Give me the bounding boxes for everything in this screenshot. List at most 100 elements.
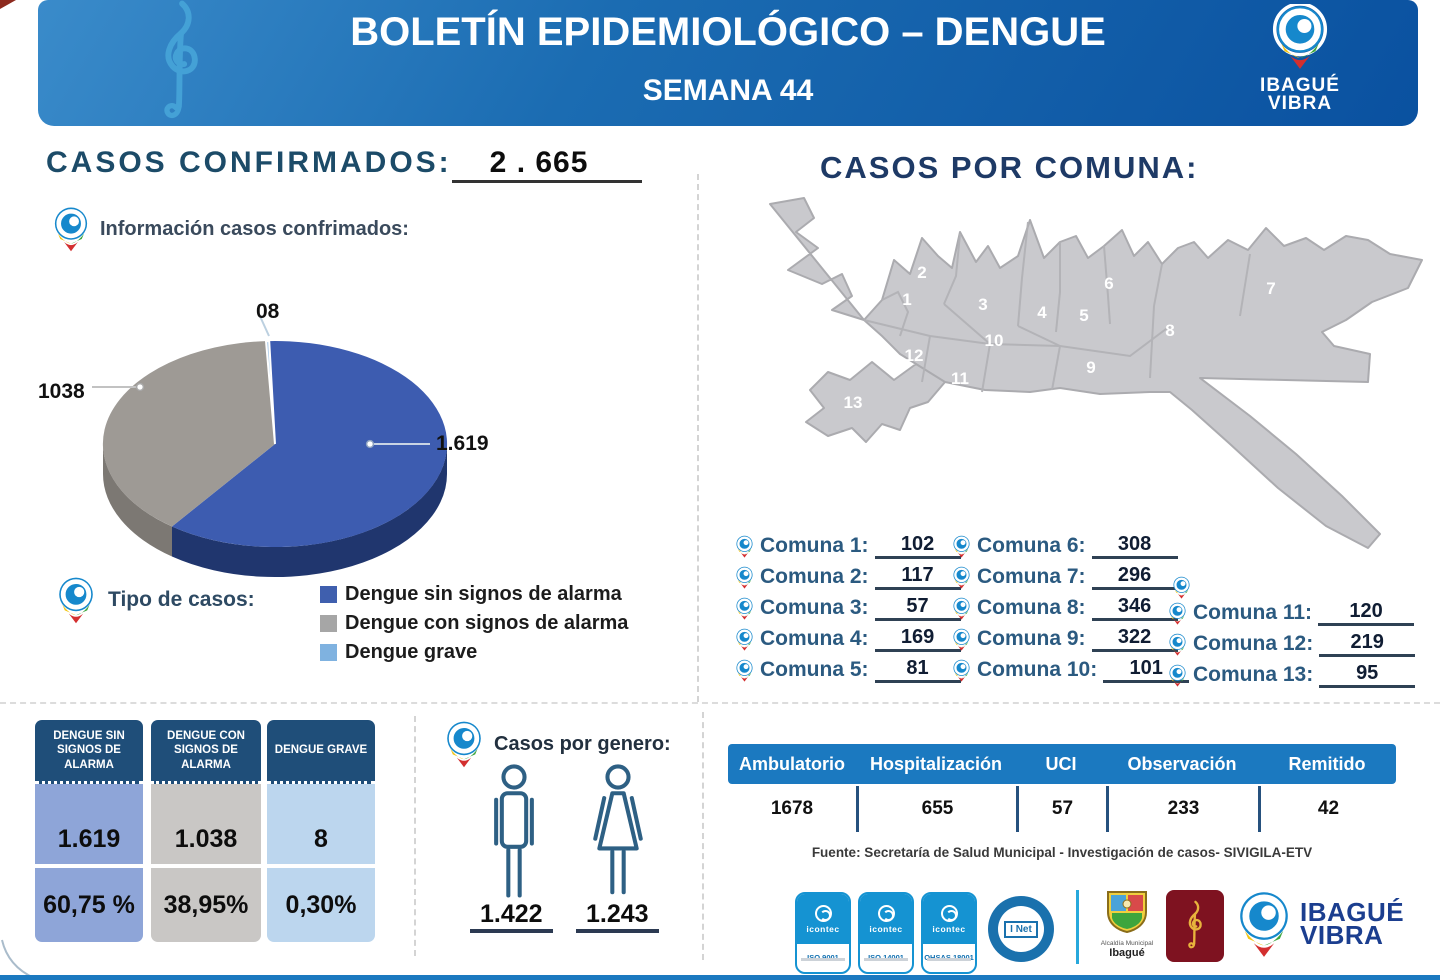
pie-label-con-signos: 1038 bbox=[38, 380, 85, 403]
logo-line2: VIBRA bbox=[1267, 93, 1333, 115]
badge-fine-print bbox=[801, 958, 845, 961]
comuna-label: Comuna 9: bbox=[977, 627, 1086, 650]
comuna-label: Comuna 11: bbox=[1193, 601, 1313, 624]
comuna-row: Comuna 1: 102 bbox=[735, 533, 961, 559]
comuna-row: Comuna 11: 120 bbox=[1168, 600, 1415, 626]
comuna-heading: CASOS POR COMUNA: bbox=[820, 150, 1199, 185]
comuna-value: 296 bbox=[1091, 564, 1178, 590]
icontec-badge-ohsas18001: icontec OHSAS 18001 bbox=[921, 892, 977, 974]
comuna-row: Comuna 7: 296 bbox=[952, 564, 1178, 590]
icontec-label: icontec bbox=[806, 923, 840, 934]
musical-logo bbox=[1166, 890, 1224, 962]
comuna-label: Comuna 6: bbox=[977, 534, 1086, 557]
vertical-divider bbox=[697, 174, 699, 702]
ibague-vibra-pin-icon bbox=[1168, 632, 1187, 656]
ibague-vibra-pin-icon bbox=[952, 565, 971, 589]
icontec-badge-iso14001: icontec ISO 14001 bbox=[858, 892, 914, 974]
ibague-vibra-pin-icon bbox=[735, 565, 754, 589]
confirmed-cases-heading: CASOS CONFIRMADOS: 2 . 665 bbox=[46, 146, 643, 183]
alcaldia-logo: Alcaldía Municipal Ibagué bbox=[1096, 888, 1158, 959]
male-icon bbox=[494, 764, 534, 898]
badge-fine-print bbox=[927, 958, 971, 961]
legend-label: Dengue sin signos de alarma bbox=[345, 583, 622, 605]
severity-percent: 38,95% bbox=[151, 864, 261, 942]
ibague-vibra-pin-icon bbox=[735, 627, 754, 651]
female-count: 1.243 bbox=[576, 900, 659, 933]
svg-text:4: 4 bbox=[1037, 303, 1047, 322]
comuna-value: 308 bbox=[1091, 533, 1178, 559]
inet-label: I Net bbox=[1004, 920, 1038, 938]
svg-text:6: 6 bbox=[1104, 274, 1113, 293]
care-table-header: Ambulatorio Hospitalización UCI Observac… bbox=[728, 744, 1396, 784]
ibague-vibra-pin-icon bbox=[952, 534, 971, 558]
alcaldia-crest-icon bbox=[1107, 891, 1147, 934]
icontec-badge-top: icontec bbox=[860, 894, 912, 944]
case-type-row: Tipo de casos: bbox=[56, 576, 255, 624]
comuna-label: Comuna 13: bbox=[1193, 663, 1314, 686]
care-value-cell: 42 bbox=[1258, 786, 1396, 832]
footer-ibague-vibra-logo: IBAGUÉ VIBRA bbox=[1236, 890, 1404, 958]
comuna-value: 101 bbox=[1103, 657, 1190, 683]
underscore-segment bbox=[596, 157, 643, 183]
severity-value: 1.038 bbox=[151, 784, 261, 864]
comuna-row: Comuna 9: 322 bbox=[952, 626, 1178, 652]
ibague-vibra-pin-icon bbox=[52, 206, 90, 252]
comuna-row: Comuna 12: 219 bbox=[1168, 631, 1416, 657]
confirmed-cases-value: 2 . 665 bbox=[481, 146, 597, 183]
severity-column-sin-signos: DENGUE SIN SIGNOS DE ALARMA 1.619 60,75 … bbox=[35, 720, 143, 942]
alcaldia-small-text: Alcaldía Municipal bbox=[1100, 940, 1154, 947]
ibague-vibra-pin-icon bbox=[444, 720, 484, 768]
ibague-vibra-pin-icon bbox=[735, 534, 754, 558]
pie-label-sin-signos: 1.619 bbox=[436, 432, 489, 455]
underscore-segment bbox=[451, 157, 482, 183]
svg-text:5: 5 bbox=[1079, 306, 1088, 325]
comuna-label: Comuna 1: bbox=[760, 534, 869, 557]
care-value-cell: 233 bbox=[1106, 786, 1258, 832]
footer-logo-wordmark: IBAGUÉ VIBRA bbox=[1300, 898, 1404, 948]
ibague-vibra-pin-icon bbox=[1236, 890, 1292, 958]
severity-column-con-signos: DENGUE CON SIGNOS DE ALARMA 1.038 38,95% bbox=[151, 720, 261, 942]
horizontal-divider bbox=[0, 702, 1440, 704]
comuna-row: Comuna 2: 117 bbox=[735, 564, 961, 590]
logo-wordmark: IBAGUÉ VIBRA bbox=[1240, 76, 1360, 115]
severity-header: DENGUE SIN SIGNOS DE ALARMA bbox=[35, 720, 143, 784]
header-banner: BOLETÍN EPIDEMIOLÓGICO – DENGUE SEMANA 4… bbox=[38, 0, 1418, 126]
icontec-label: icontec bbox=[869, 923, 903, 934]
severity-header: DENGUE GRAVE bbox=[267, 720, 375, 784]
ibague-vibra-pin-icon bbox=[952, 596, 971, 620]
bottom-border-line bbox=[0, 975, 1440, 980]
pie-chart bbox=[92, 313, 448, 578]
ibague-vibra-pin-icon bbox=[952, 658, 971, 682]
comuna-value: 322 bbox=[1091, 626, 1178, 652]
ibague-vibra-pin-icon bbox=[1168, 601, 1187, 625]
svg-text:10: 10 bbox=[985, 331, 1004, 350]
care-header-cell: UCI bbox=[1045, 753, 1077, 774]
svg-text:1: 1 bbox=[902, 290, 911, 309]
icontec-badge-iso9001: icontec ISO 9001 bbox=[795, 892, 851, 974]
comuna-label: Comuna 4: bbox=[760, 627, 869, 650]
treble-clef-icon bbox=[1188, 900, 1202, 949]
severity-value: 1.619 bbox=[35, 784, 143, 864]
comuna-value: 102 bbox=[874, 533, 961, 559]
icontec-swirl-icon bbox=[940, 904, 958, 922]
inet-inner: I Net bbox=[998, 906, 1044, 952]
gender-heading-row: Casos por genero: bbox=[444, 720, 671, 768]
svg-text:7: 7 bbox=[1266, 279, 1275, 298]
icontec-swirl-icon bbox=[877, 904, 895, 922]
legend-item: Dengue con signos de alarma bbox=[320, 609, 628, 638]
comuna-value: 169 bbox=[874, 626, 961, 652]
comuna-label: Comuna 2: bbox=[760, 565, 869, 588]
icontec-badge-top: icontec bbox=[923, 894, 975, 944]
care-value-cell: 57 bbox=[1016, 786, 1106, 832]
icontec-label: icontec bbox=[932, 923, 966, 934]
severity-value: 8 bbox=[267, 784, 375, 864]
comuna-value: 81 bbox=[874, 657, 961, 683]
gender-heading: Casos por genero: bbox=[494, 732, 671, 755]
comuna-value: 219 bbox=[1319, 631, 1416, 657]
ibague-vibra-pin-icon bbox=[1272, 2, 1328, 70]
source-note: Fuente: Secretaría de Salud Municipal - … bbox=[811, 845, 1313, 860]
comuna-row: Comuna 8: 346 bbox=[952, 595, 1178, 621]
map-comuna-numbers: 1 2 3 4 5 6 7 8 9 10 11 12 13 bbox=[844, 263, 1276, 412]
legend-label: Dengue con signos de alarma bbox=[345, 612, 629, 634]
